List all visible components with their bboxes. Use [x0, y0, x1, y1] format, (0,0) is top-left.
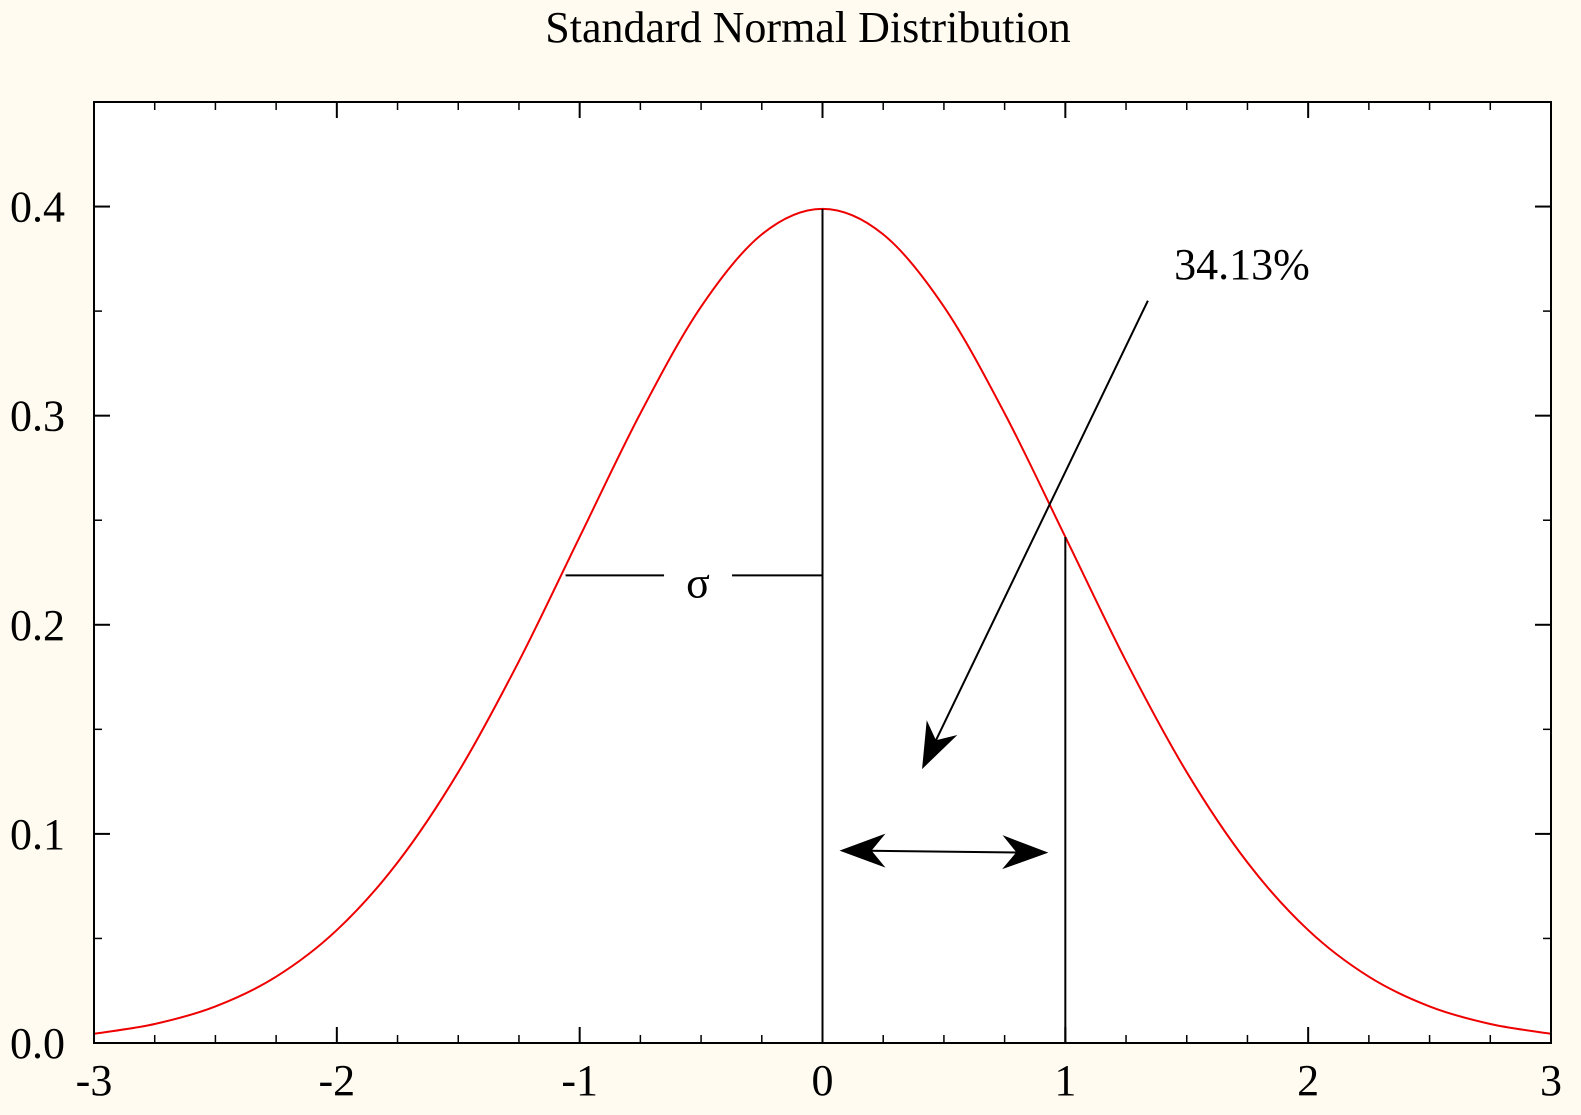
tick-labels: -3 -2 -1 0 1 2 3 0.0 0.1 0.2 0.3 0.4	[10, 183, 1562, 1105]
y-tick-label: 0.4	[10, 183, 65, 232]
double-arrow-shaft	[859, 849, 1029, 854]
annotation-layer: σ 34.13%	[565, 208, 1310, 1043]
double-arrow-head-right	[1002, 835, 1049, 870]
x-tick-label: -1	[561, 1056, 598, 1105]
plot-frame	[93, 101, 1552, 1044]
percent-label: 34.13%	[1174, 240, 1310, 289]
pointer-arrow-head	[922, 720, 958, 770]
double-arrow-head-left	[839, 833, 886, 868]
y-tick-label: 0.1	[10, 810, 65, 859]
chart-title: Standard Normal Distribution	[545, 3, 1071, 52]
sigma-label: σ	[686, 558, 710, 607]
x-tick-label: 0	[812, 1056, 834, 1105]
x-tick-label: -3	[76, 1056, 113, 1105]
x-tick-label: 1	[1054, 1056, 1076, 1105]
y-tick-label: 0.2	[10, 601, 65, 650]
x-tick-label: 3	[1540, 1056, 1562, 1105]
y-tick-label: 0.0	[10, 1019, 65, 1068]
x-tick-label: -2	[319, 1056, 356, 1105]
x-tick-label: 2	[1297, 1056, 1319, 1105]
pointer-arrow-shaft	[932, 300, 1149, 747]
y-tick-label: 0.3	[10, 392, 65, 441]
